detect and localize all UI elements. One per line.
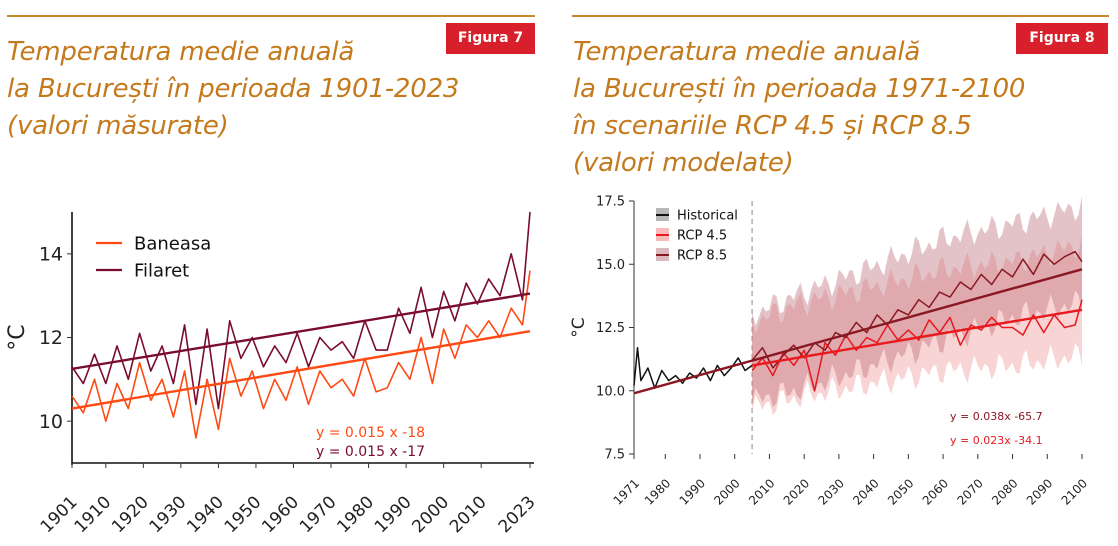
x-tick-label: 2020 bbox=[781, 476, 812, 507]
x-tick-label: 2023 bbox=[495, 492, 540, 537]
x-tick-label: 1940 bbox=[183, 492, 228, 537]
x-tick-label: 2000 bbox=[408, 492, 453, 537]
figure-badge: Figura 8 bbox=[1016, 23, 1108, 54]
y-tick-label: 14 bbox=[39, 243, 63, 265]
x-tick-label: 1970 bbox=[296, 492, 341, 537]
trend-line bbox=[633, 268, 1083, 395]
x-tick-label: 1910 bbox=[71, 492, 116, 537]
title-line: în scenariile RCP 4.5 și RCP 8.5 bbox=[573, 111, 972, 141]
x-tick-label: 2080 bbox=[989, 476, 1020, 507]
title-line: Temperatura medie anuală bbox=[7, 37, 355, 67]
figure-title: Temperatura medie anuală la București în… bbox=[573, 34, 1025, 182]
x-tick-label: 2000 bbox=[711, 476, 742, 507]
trend-equation: y = 0.038x -65.7 bbox=[950, 410, 1043, 423]
x-tick-label: 2070 bbox=[954, 476, 985, 507]
y-tick-label: 12.5 bbox=[596, 321, 625, 336]
figure-badge: Figura 7 bbox=[446, 23, 535, 54]
x-tick-label: 2040 bbox=[850, 476, 881, 507]
y-axis-label: °C bbox=[569, 317, 589, 337]
plot-area bbox=[72, 212, 530, 463]
legend-label: Baneasa bbox=[134, 233, 211, 254]
x-tick-label: 1901 bbox=[37, 492, 82, 537]
figure-7-panel: Figura 7 Temperatura medie anuală la Buc… bbox=[0, 0, 545, 546]
y-tick-label: 10 bbox=[39, 411, 63, 433]
x-tick-label: 1990 bbox=[677, 476, 708, 507]
y-tick-label: 12 bbox=[39, 327, 63, 349]
y-tick-label: 7.5 bbox=[604, 448, 625, 463]
x-tick-label: 2100 bbox=[1059, 476, 1090, 507]
top-rule bbox=[7, 15, 535, 17]
trend-equation: y = 0.023x -34.1 bbox=[950, 434, 1043, 447]
uncertainty-band bbox=[752, 233, 1082, 415]
x-tick-label: 2010 bbox=[446, 492, 491, 537]
x-tick-label: 1950 bbox=[221, 492, 266, 537]
title-line: (valori măsurate) bbox=[7, 111, 229, 141]
title-line: la București în perioada 1971-2100 bbox=[573, 74, 1026, 104]
x-tick-label: 2060 bbox=[920, 476, 951, 507]
x-tick-label: 2030 bbox=[816, 476, 847, 507]
x-tick-label: 2010 bbox=[746, 476, 777, 507]
trend-line bbox=[71, 330, 531, 410]
top-rule bbox=[572, 15, 1109, 17]
x-tick-label: 1920 bbox=[108, 492, 153, 537]
trend-line bbox=[751, 308, 1083, 367]
legend-label: Historical bbox=[677, 209, 738, 224]
series-line bbox=[71, 211, 531, 410]
series-line bbox=[633, 346, 753, 389]
figure-title: Temperatura medie anuală la București în… bbox=[7, 34, 459, 145]
trend-equation: y = 0.015 x -17 bbox=[316, 444, 425, 460]
y-axis-label: °C bbox=[5, 324, 30, 350]
legend-label: Filaret bbox=[134, 260, 189, 281]
x-tick-label: 1990 bbox=[371, 492, 416, 537]
title-line: (valori modelate) bbox=[573, 148, 794, 178]
title-line: la București în perioada 1901-2023 bbox=[7, 74, 460, 104]
y-tick-label: 15.0 bbox=[596, 258, 625, 273]
x-tick-label: 1980 bbox=[642, 476, 673, 507]
trend-equation: y = 0.015 x -18 bbox=[316, 425, 425, 441]
series-line bbox=[751, 250, 1083, 369]
figure-8-panel: Figura 8 Temperatura medie anuală la Buc… bbox=[569, 0, 1118, 546]
title-line: Temperatura medie anuală bbox=[573, 37, 921, 67]
legend-label: RCP 4.5 bbox=[677, 229, 727, 244]
x-tick-label: 2050 bbox=[885, 476, 916, 507]
series-line bbox=[751, 299, 1083, 392]
x-tick-label: 1960 bbox=[258, 492, 303, 537]
x-tick-label: 1980 bbox=[333, 492, 378, 537]
line-chart: 1012141901191019201930194019501960197019… bbox=[5, 211, 540, 537]
legend-label: RCP 8.5 bbox=[677, 249, 727, 264]
series-line bbox=[71, 270, 531, 439]
x-tick-label: 2090 bbox=[1024, 476, 1055, 507]
y-tick-label: 10.0 bbox=[596, 384, 625, 399]
y-tick-label: 17.5 bbox=[596, 195, 625, 210]
x-tick-label: 1930 bbox=[146, 492, 191, 537]
trend-line bbox=[71, 292, 531, 371]
x-tick-label: 1971 bbox=[611, 476, 642, 507]
